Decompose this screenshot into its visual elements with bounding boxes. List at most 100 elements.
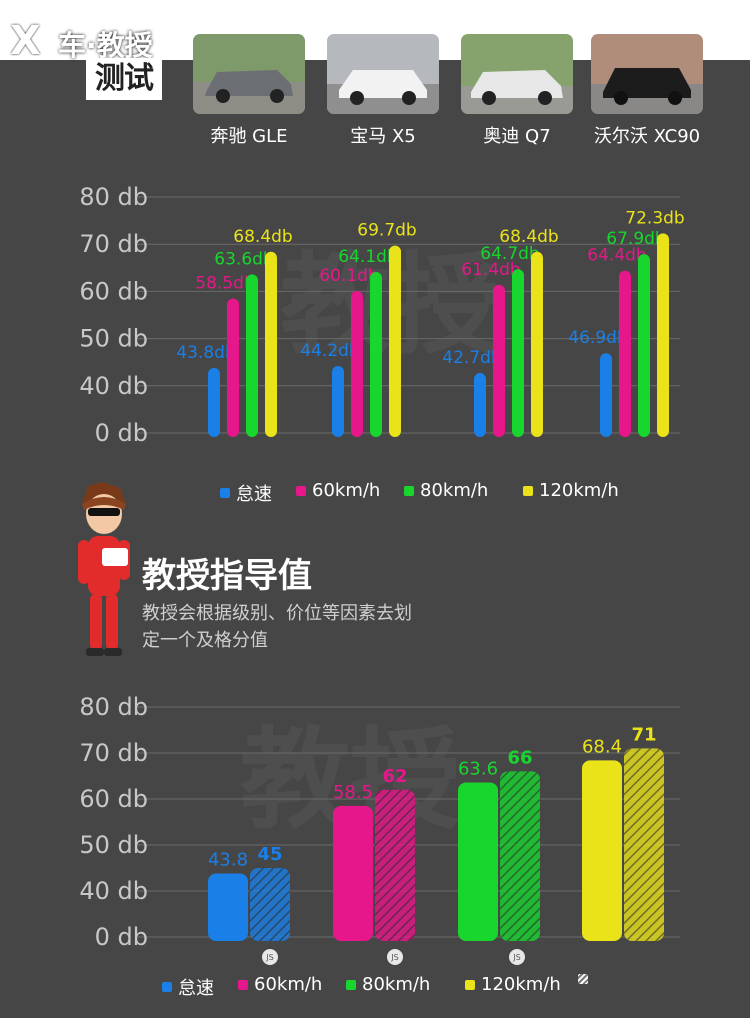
data-label: 58.5 xyxy=(333,782,373,803)
data-label: 69.7db xyxy=(357,221,416,241)
bar-0-0 xyxy=(208,367,220,437)
legend2-label-80: 80km/h xyxy=(362,974,431,995)
legend-swatch-80 xyxy=(404,485,414,496)
data-label: 64.4db xyxy=(587,246,646,266)
bar-hatch-2 xyxy=(500,771,540,941)
bar-0-1 xyxy=(332,365,344,437)
guide-title: 教授指导值 xyxy=(142,556,312,596)
bar-0-1 xyxy=(333,805,373,941)
chart-car-noise: 0 db 40 db 50 db 60 db 70 db 80 db 43.8db 44.2d… xyxy=(79,183,684,445)
y-tick-label: 40 db xyxy=(79,372,148,400)
legend2-swatch-idle xyxy=(162,982,172,992)
legend-label-120: 120km/h xyxy=(539,480,619,501)
y-tick-label: 0 db xyxy=(95,419,148,445)
legend-swatch-idle xyxy=(220,488,230,498)
data-label: 64.1db xyxy=(338,247,397,267)
car-photo-bmw xyxy=(327,34,439,114)
y-tick-label: 50 db xyxy=(79,831,148,859)
bar-hatch-0 xyxy=(250,868,290,941)
data-label: 58.5db xyxy=(195,273,254,293)
legend-item-idle: 怠速 xyxy=(220,480,272,506)
car-body xyxy=(603,68,691,98)
legend-item-120: 120km/h xyxy=(523,480,619,501)
data-label: 60.1db xyxy=(319,266,378,286)
legend2-label-120: 120km/h xyxy=(481,974,561,995)
y-tick-label: 80 db xyxy=(79,183,148,211)
data-label: 67.9db xyxy=(606,229,665,249)
legend-swatch-60 xyxy=(296,485,306,496)
car-name-volvo: 沃尔沃 XC90 xyxy=(593,126,701,147)
y-tick-label: 0 db xyxy=(95,923,148,951)
bar-3-0 xyxy=(265,251,277,437)
y-tick-label: 50 db xyxy=(79,325,148,353)
js-badge-label: JS xyxy=(265,953,273,962)
js-badge xyxy=(387,949,403,965)
legend-item-80: 80km/h xyxy=(404,480,488,501)
data-label: 66 xyxy=(507,747,532,768)
brand-logo-mark: X xyxy=(10,18,41,64)
legend-item-60: 60km/h xyxy=(296,480,380,501)
car-name-benz: 奔驰 GLE xyxy=(210,126,288,147)
bar-2-2 xyxy=(512,269,524,437)
data-label: 68.4db xyxy=(499,227,558,247)
bar-0-2 xyxy=(458,782,498,941)
bar-0-0 xyxy=(208,873,248,941)
data-label: 68.4 xyxy=(582,736,622,757)
data-label: 63.6db xyxy=(214,249,273,269)
legend2-item-80: 80km/h xyxy=(346,974,430,995)
data-label: 72.3db xyxy=(625,208,684,228)
brand-logo-text: 车·教授 xyxy=(58,29,153,62)
y-tick-label: 70 db xyxy=(79,739,148,767)
js-badge xyxy=(262,949,278,965)
car-body xyxy=(205,70,293,96)
bar-3-1 xyxy=(389,245,401,437)
bar-1-3 xyxy=(619,270,631,437)
car-name-bmw: 宝马 X5 xyxy=(350,126,416,147)
y-tick-label: 60 db xyxy=(79,785,148,813)
car-photo-audi xyxy=(461,34,573,114)
legend-label-80: 80km/h xyxy=(420,480,489,501)
car-body xyxy=(339,70,427,98)
bar-3-3 xyxy=(657,233,669,437)
car-photo-benz xyxy=(193,34,305,114)
test-section-label: 测试 xyxy=(86,58,162,100)
data-label: 68.4db xyxy=(233,227,292,247)
data-label: 43.8 xyxy=(208,850,248,871)
bar-2-3 xyxy=(638,254,650,437)
bar-0-3 xyxy=(600,353,612,437)
data-label: 46.9db xyxy=(568,328,627,348)
data-label: 42.7db xyxy=(442,348,501,368)
chart-guide-values: 0 db 40 db 50 db 60 db 70 db 80 db 43.8 58.5 63.… xyxy=(79,693,680,965)
y-tick-label: 80 db xyxy=(79,693,148,721)
legend2-swatch-60 xyxy=(238,979,248,990)
data-label: 63.6 xyxy=(458,758,498,779)
bar-1-2 xyxy=(493,284,505,437)
car-photo-volvo xyxy=(591,34,703,114)
data-label: 61.4db xyxy=(461,260,520,280)
data-label: 71 xyxy=(631,724,656,745)
y-tick-label: 60 db xyxy=(79,277,148,305)
js-badge xyxy=(509,949,525,965)
bar-hatch-3 xyxy=(624,748,664,941)
legend-label-60: 60km/h xyxy=(312,480,381,501)
bar-hatch-1 xyxy=(375,789,415,941)
legend2-item-120: 120km/h xyxy=(465,974,561,995)
legend2-item-60: 60km/h xyxy=(238,974,322,995)
bar-1-0 xyxy=(227,298,239,437)
legend2-swatch-120 xyxy=(465,979,475,990)
legend-swatch-120 xyxy=(523,485,533,496)
legend-label-idle: 怠速 xyxy=(236,484,272,505)
car-name-audi: 奥迪 Q7 xyxy=(483,126,551,147)
legend2-swatch-80 xyxy=(346,979,356,990)
bar-0-2 xyxy=(474,373,486,437)
bar-3-2 xyxy=(531,251,543,437)
data-label: 44.2db xyxy=(300,341,359,361)
js-badge-label: JS xyxy=(390,953,398,962)
legend2-label-60: 60km/h xyxy=(254,974,323,995)
legend2-label-idle: 怠速 xyxy=(178,978,214,999)
car-body xyxy=(471,70,563,98)
js-badge-label: JS xyxy=(512,953,520,962)
data-label: 64.7db xyxy=(480,244,539,264)
legend2-swatch-hatched xyxy=(578,974,588,984)
